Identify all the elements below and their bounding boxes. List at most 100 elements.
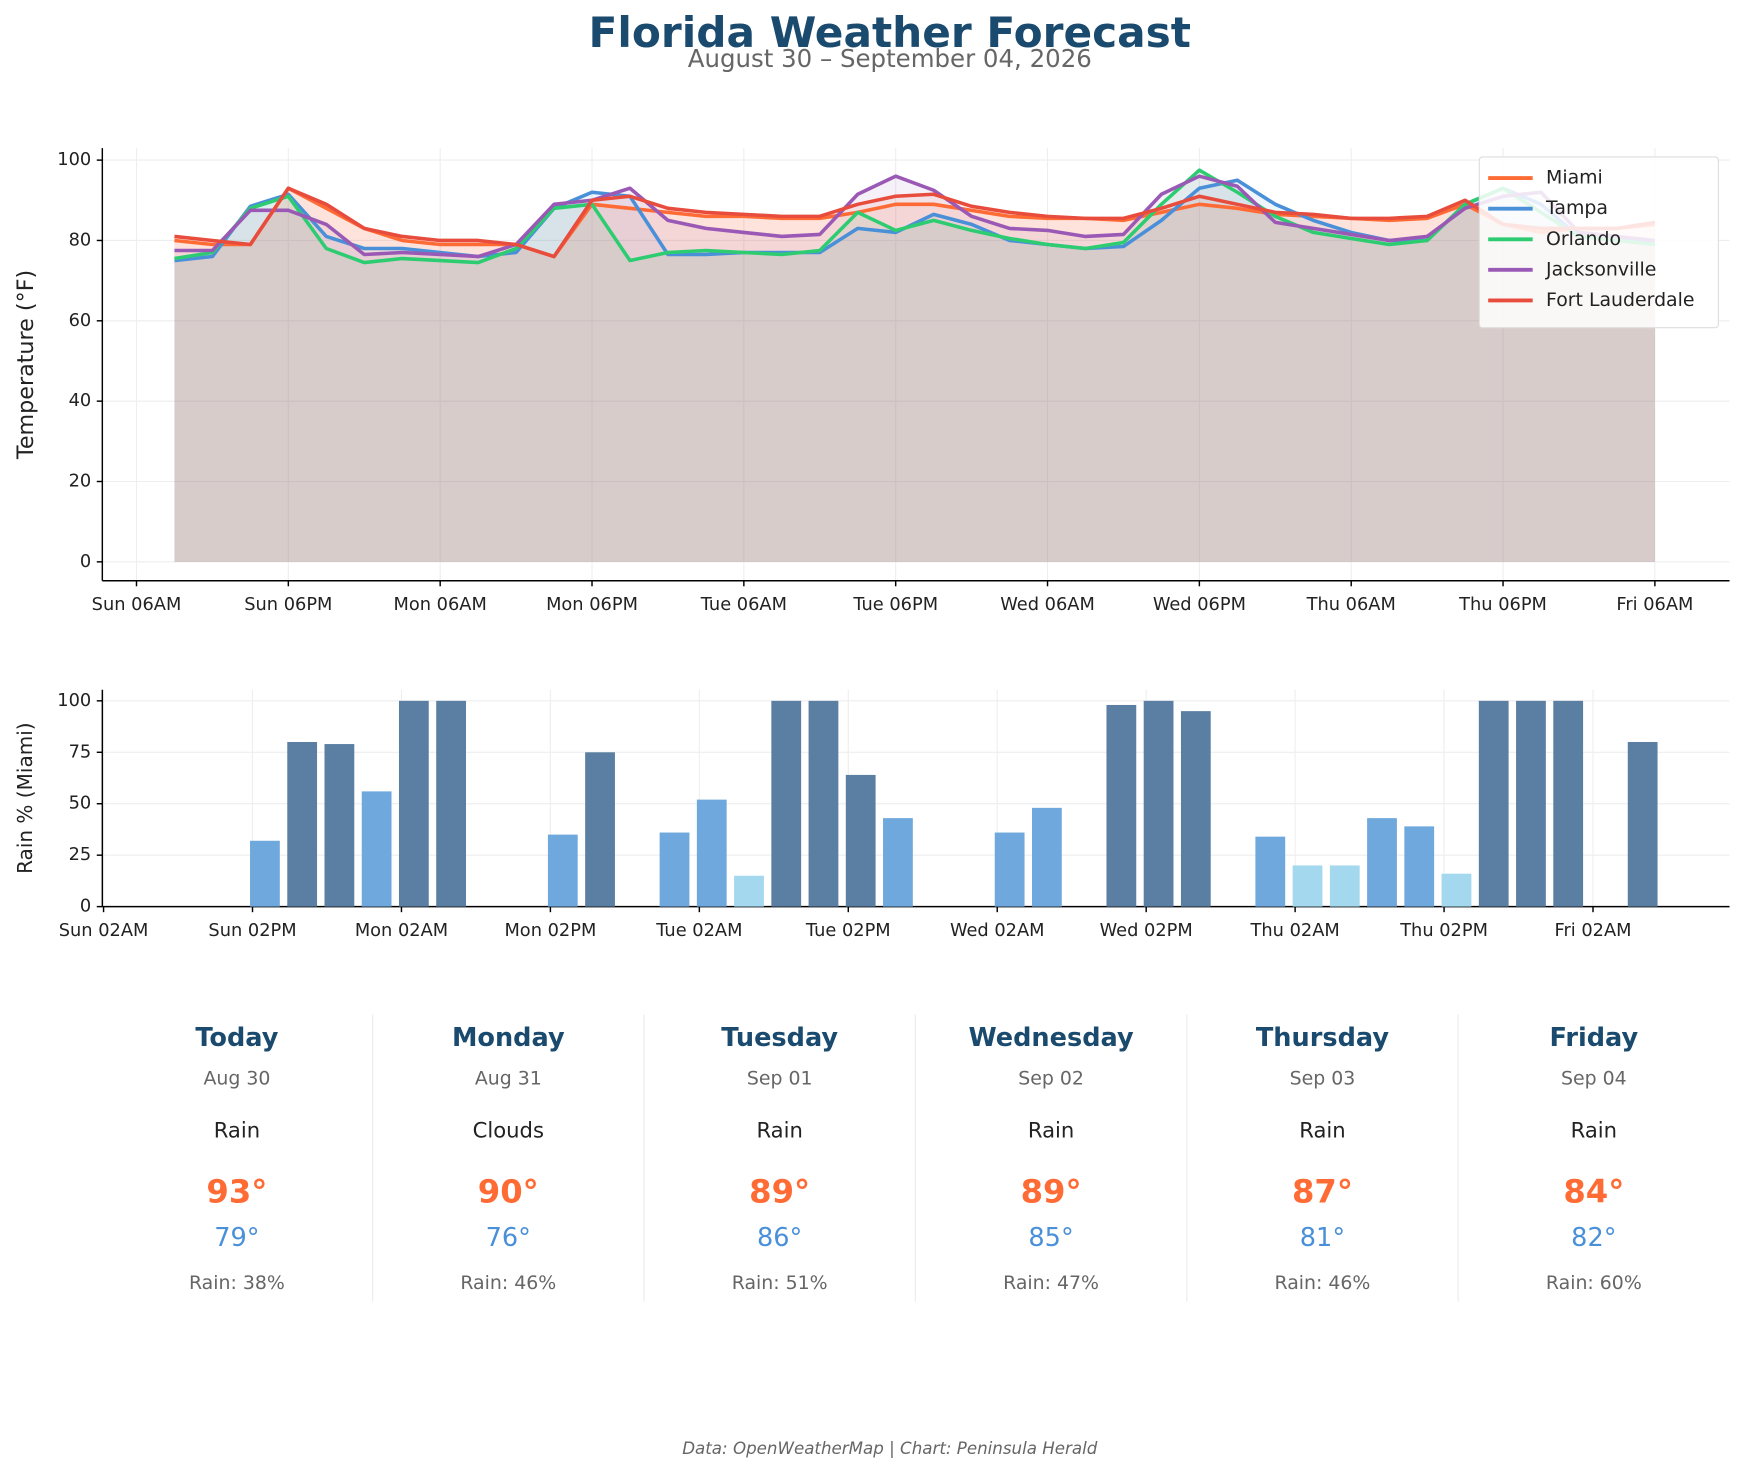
series-line — [174, 174, 1656, 259]
bar — [1516, 700, 1546, 907]
legend-label: Miami — [1546, 167, 1603, 189]
series-area — [174, 188, 1655, 562]
y-axis-label: Rain % (Miami) — [13, 722, 37, 874]
x-tick-label: Wed 06PM — [1153, 594, 1246, 615]
day-date: Aug 31 — [475, 1068, 542, 1090]
day-condition: Clouds — [473, 1117, 544, 1142]
series-line — [174, 168, 1656, 265]
x-tick-label: Thu 06PM — [1458, 594, 1547, 615]
x-tick-label: Thu 02PM — [1399, 920, 1488, 941]
x-tick-label: Wed 06AM — [1000, 594, 1095, 615]
bar — [808, 700, 839, 907]
bar — [1367, 818, 1397, 907]
day-low: 76° — [486, 1223, 531, 1253]
footer: Data: OpenWeatherMap | Chart: Peninsula … — [682, 1439, 1098, 1458]
bar — [585, 752, 615, 907]
y-tick-label: 25 — [69, 844, 92, 865]
series-area — [174, 188, 1655, 562]
x-tick-label: Mon 02AM — [355, 920, 448, 941]
day-low: 86° — [757, 1223, 802, 1253]
day-name: Today — [195, 1023, 278, 1053]
x-tick-label: Wed 02PM — [1100, 920, 1193, 941]
y-axis-label: Temperature (°F) — [13, 270, 39, 460]
day-low: 82° — [1571, 1223, 1616, 1253]
bar — [659, 832, 690, 907]
bar — [1404, 826, 1435, 907]
y-tick-label: 100 — [57, 690, 91, 711]
bar — [1478, 700, 1509, 907]
bar — [1329, 865, 1360, 907]
legend-label: Fort Lauderdale — [1546, 289, 1695, 311]
y-tick-label: 75 — [69, 741, 92, 762]
bar — [1441, 873, 1472, 907]
bar — [547, 834, 578, 907]
day-high: 89° — [1021, 1173, 1082, 1211]
x-tick-label: Fri 06AM — [1616, 594, 1693, 615]
x-tick-label: Thu 06AM — [1306, 594, 1396, 615]
day-low: 81° — [1300, 1223, 1345, 1253]
day-date: Sep 01 — [747, 1068, 813, 1090]
legend-label: Orlando — [1546, 228, 1621, 250]
bar — [771, 700, 802, 907]
title: Florida Weather Forecast — [589, 8, 1191, 57]
day-condition: Rain — [1571, 1117, 1617, 1142]
y-tick-label: 60 — [69, 310, 92, 331]
x-tick-label: Tue 02AM — [655, 920, 742, 941]
day-condition: Rain — [756, 1117, 802, 1142]
day-rain: Rain: 60% — [1546, 1272, 1642, 1294]
day-condition: Rain — [1299, 1117, 1345, 1142]
day-high: 90° — [478, 1173, 539, 1211]
day-low: 79° — [214, 1223, 259, 1253]
day-name: Tuesday — [721, 1023, 838, 1053]
bar — [994, 832, 1025, 907]
bar — [1553, 700, 1584, 907]
x-tick-label: Tue 06AM — [700, 594, 787, 615]
day-date: Sep 02 — [1018, 1068, 1084, 1090]
y-tick-label: 100 — [57, 149, 91, 170]
bar — [287, 741, 318, 907]
bar — [324, 744, 355, 907]
bar — [1031, 807, 1062, 907]
day-name: Thursday — [1256, 1023, 1389, 1053]
day-name: Friday — [1550, 1023, 1639, 1053]
x-tick-label: Sun 06PM — [244, 594, 332, 615]
x-tick-label: Mon 06AM — [394, 594, 487, 615]
bar — [1292, 865, 1323, 907]
x-tick-label: Thu 02AM — [1250, 920, 1340, 941]
day-name: Wednesday — [968, 1023, 1134, 1053]
x-tick-label: Fri 02AM — [1555, 920, 1632, 941]
day-name: Monday — [452, 1023, 565, 1053]
series-line — [174, 186, 1656, 259]
y-tick-label: 50 — [69, 793, 92, 814]
y-tick-label: 80 — [69, 229, 92, 250]
day-date: Sep 04 — [1561, 1068, 1627, 1090]
bar — [398, 700, 429, 907]
y-tick-label: 0 — [80, 896, 91, 917]
y-tick-label: 0 — [80, 551, 91, 572]
x-tick-label: Sun 02AM — [59, 920, 149, 941]
legend-label: Jacksonville — [1545, 258, 1656, 280]
bar — [1106, 704, 1137, 907]
bar — [1143, 700, 1174, 907]
day-high: 93° — [206, 1173, 267, 1211]
x-tick-label: Sun 02PM — [208, 920, 296, 941]
bar — [436, 700, 466, 907]
day-rain: Rain: 46% — [1275, 1272, 1371, 1294]
bar — [250, 840, 280, 907]
legend-label: Tampa — [1545, 197, 1608, 219]
bar — [734, 875, 764, 907]
x-tick-label: Tue 06PM — [852, 594, 938, 615]
series-area — [174, 176, 1655, 562]
bar — [696, 799, 727, 907]
day-low: 85° — [1028, 1223, 1073, 1253]
bar — [845, 774, 876, 907]
day-high: 89° — [749, 1173, 810, 1211]
day-rain: Rain: 47% — [1003, 1272, 1099, 1294]
bar — [1180, 711, 1211, 907]
bar — [883, 818, 913, 907]
bar — [1255, 836, 1286, 907]
legend-box — [1478, 156, 1719, 329]
x-tick-label: Wed 02AM — [950, 920, 1045, 941]
y-tick-label: 20 — [69, 471, 92, 492]
x-tick-label: Mon 02PM — [504, 920, 596, 941]
